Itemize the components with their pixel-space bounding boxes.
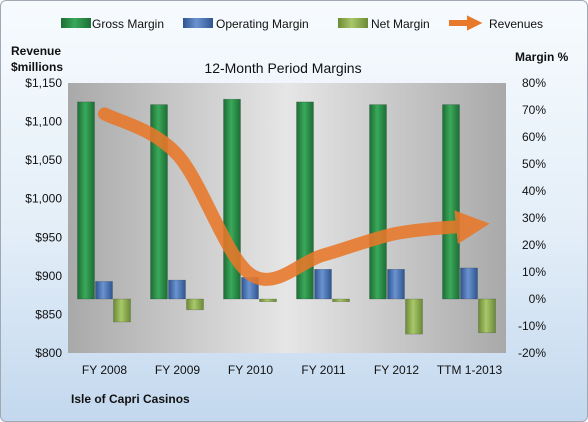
revenue-line (98, 107, 490, 286)
bar-operating-margin-fy-2009 (168, 279, 186, 300)
right-tick-label: 40% (522, 184, 546, 198)
bar-net-margin-fy-2010 (259, 298, 277, 302)
bars-layer (77, 98, 496, 335)
left-tick-label: $1,000 (25, 192, 62, 206)
legend: Gross Margin Operating Margin Net Margin… (61, 15, 543, 31)
right-tick-label: -20% (518, 346, 546, 360)
legend-item-net-margin: Net Margin (338, 17, 430, 31)
chart-title: 12-Month Period Margins (204, 60, 361, 76)
left-tick-label: $950 (35, 230, 62, 244)
legend-label-net-margin: Net Margin (371, 17, 430, 31)
category-label-fy-2009: FY 2009 (155, 363, 200, 377)
right-tick-label: 20% (522, 238, 546, 252)
category-labels: FY 2008 FY 2009 FY 2010 FY 2011 FY 2012 TTM 1… (82, 363, 503, 377)
left-tick-label: $850 (35, 307, 62, 321)
left-tick-label: $1,050 (25, 153, 62, 167)
legend-label-revenues: Revenues (489, 17, 543, 31)
legend-item-operating-margin: Operating Margin (183, 17, 309, 31)
bar-net-margin-fy-2008 (113, 298, 131, 323)
bar-net-margin-fy-2009 (186, 298, 204, 311)
right-tick-label: 60% (522, 130, 546, 144)
legend-item-revenues: Revenues (449, 15, 543, 31)
bar-operating-margin-fy-2008 (95, 281, 113, 300)
right-tick-label: 0% (529, 292, 547, 306)
right-axis-ticks: -20% -10% 0% 10% 20% 30% 40% 50% 60% 70% 80% (518, 76, 546, 360)
right-tick-label: 10% (522, 265, 546, 279)
right-tick-label: 70% (522, 103, 546, 117)
category-label-fy-2010: FY 2010 (228, 363, 273, 377)
left-axis-title-line1: Revenue (11, 44, 61, 58)
bar-gross-margin-fy-2008 (77, 101, 95, 300)
right-tick-label: 50% (522, 157, 546, 171)
bar-net-margin-ttm-1-2013 (478, 298, 496, 334)
legend-swatch-net-margin (338, 18, 368, 28)
left-tick-label: $1,150 (25, 76, 62, 90)
bar-net-margin-fy-2012 (405, 298, 423, 335)
bar-operating-margin-fy-2012 (387, 268, 405, 300)
legend-label-gross-margin: Gross Margin (92, 17, 164, 31)
legend-swatch-operating-margin (183, 18, 213, 28)
legend-swatch-gross-margin (61, 18, 91, 28)
bar-net-margin-fy-2011 (332, 298, 350, 302)
left-tick-label: $800 (35, 346, 62, 360)
company-name: Isle of Capri Casinos (71, 392, 190, 406)
category-label-fy-2008: FY 2008 (82, 363, 127, 377)
left-tick-label: $900 (35, 269, 62, 283)
bar-operating-margin-ttm-1-2013 (460, 267, 478, 300)
left-axis-ticks: $800 $850 $900 $950 $1,000 $1,050 $1,100 $1,150 (25, 76, 62, 360)
right-tick-label: 80% (522, 76, 546, 90)
bar-gross-margin-ttm-1-2013 (442, 104, 460, 300)
category-label-fy-2011: FY 2011 (301, 363, 346, 377)
legend-label-operating-margin: Operating Margin (216, 17, 309, 31)
left-tick-label: $1,100 (25, 115, 62, 129)
bar-gross-margin-fy-2011 (296, 101, 314, 300)
right-tick-label: -10% (518, 319, 546, 333)
category-label-fy-2012: FY 2012 (374, 363, 419, 377)
bar-gross-margin-fy-2012 (369, 104, 387, 300)
right-axis-title: Margin % (515, 50, 569, 64)
revenue-line-layer (98, 107, 490, 286)
right-tick-label: 30% (522, 211, 546, 225)
left-axis-title-line2: $millions (11, 60, 63, 74)
legend-item-gross-margin: Gross Margin (61, 17, 164, 31)
category-label-ttm-1-2013: TTM 1-2013 (437, 363, 503, 377)
bar-operating-margin-fy-2011 (314, 268, 332, 300)
bar-gross-margin-fy-2009 (150, 104, 168, 300)
